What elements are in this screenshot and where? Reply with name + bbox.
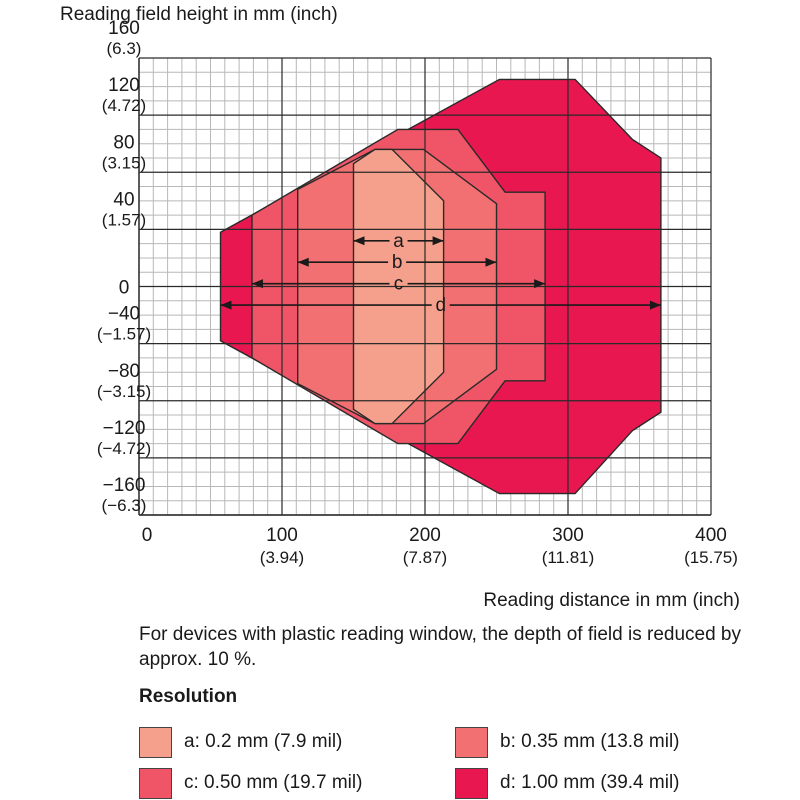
range-arrowhead-b [297, 257, 309, 267]
y-tick-label: 160 [108, 18, 140, 39]
legend-swatch-d [455, 767, 488, 799]
range-arrowhead-b [485, 257, 497, 267]
y-tick-label: −120 [103, 418, 146, 439]
y-tick-sublabel: (−6.3) [102, 496, 147, 515]
legend-swatch-b [455, 726, 488, 758]
x-tick-sublabel: (11.81) [542, 548, 595, 567]
y-tick-label: −160 [103, 475, 146, 496]
x-tick-label: 300 [552, 525, 584, 546]
legend-item-a: a: 0.2 mm (7.9 mil) [139, 726, 342, 758]
legend-item-d: d: 1.00 mm (39.4 mil) [455, 767, 680, 799]
legend-label-c: c: 0.50 mm (19.7 mil) [184, 772, 363, 793]
range-marker-a: a [393, 231, 404, 252]
legend-swatch-a [139, 726, 172, 758]
y-tick-label: 80 [113, 132, 134, 153]
legend-item-c: c: 0.50 mm (19.7 mil) [139, 767, 362, 799]
range-marker-c: c [394, 274, 404, 295]
x-tick-label: 400 [695, 525, 727, 546]
legend-item-b: b: 0.35 mm (13.8 mil) [455, 726, 680, 758]
y-tick-sublabel: (−3.15) [97, 382, 151, 401]
range-arrowhead-a [432, 236, 444, 246]
range-marker-d: d [435, 295, 446, 316]
y-tick-label: −40 [108, 304, 140, 325]
y-tick-sublabel: (−4.72) [97, 439, 151, 458]
x-tick-label: 100 [266, 525, 298, 546]
x-tick-sublabel: (15.75) [684, 548, 738, 567]
y-tick-label: 40 [113, 189, 134, 210]
range-arrowhead-d [649, 300, 661, 310]
y-tick-sublabel: (−1.57) [97, 325, 151, 344]
x-tick-labels: 0 100 (3.94) 200 (7.87) 300 (11.81) 400 (15.75) [142, 525, 738, 567]
legend-label-b: b: 0.35 mm (13.8 mil) [500, 731, 680, 752]
legend-title: Resolution [139, 686, 238, 707]
x-tick-sublabel: (3.94) [260, 548, 304, 567]
y-tick-labels: 160(6.3) 120(4.72) 80(3.15) 40(1.57) 0 −40(−1… [97, 18, 151, 515]
range-arrowhead-c [251, 279, 263, 289]
range-arrowhead-c [534, 279, 546, 289]
y-tick-sublabel: (6.3) [107, 39, 142, 58]
y-tick-sublabel: (4.72) [102, 96, 146, 115]
range-arrows: d cba [220, 231, 661, 316]
x-tick-sublabel: (7.87) [403, 548, 447, 567]
y-tick-sublabel: (1.57) [102, 210, 146, 229]
y-tick-sublabel: (3.15) [102, 153, 146, 172]
range-arrowhead-d [220, 300, 232, 310]
reading-field-chart: Reading field height in mm (inch) d cba 1… [60, 4, 740, 611]
legend-label-d: d: 1.00 mm (39.4 mil) [500, 772, 680, 793]
range-arrowhead-a [353, 236, 365, 246]
legend-swatch-c [139, 767, 172, 799]
y-tick-label: −80 [108, 361, 140, 382]
x-tick-label: 0 [142, 525, 153, 546]
depth-of-field-note: For devices with plastic reading window,… [139, 624, 741, 670]
y-axis-title: Reading field height in mm (inch) [60, 4, 338, 25]
x-tick-label: 200 [409, 525, 441, 546]
major-gridlines [138, 57, 712, 516]
x-axis-title: Reading distance in mm (inch) [483, 590, 740, 611]
range-marker-b: b [392, 252, 403, 273]
y-tick-label: 0 [119, 278, 130, 299]
legend-label-a: a: 0.2 mm (7.9 mil) [184, 731, 343, 752]
y-tick-label: 120 [108, 75, 140, 96]
